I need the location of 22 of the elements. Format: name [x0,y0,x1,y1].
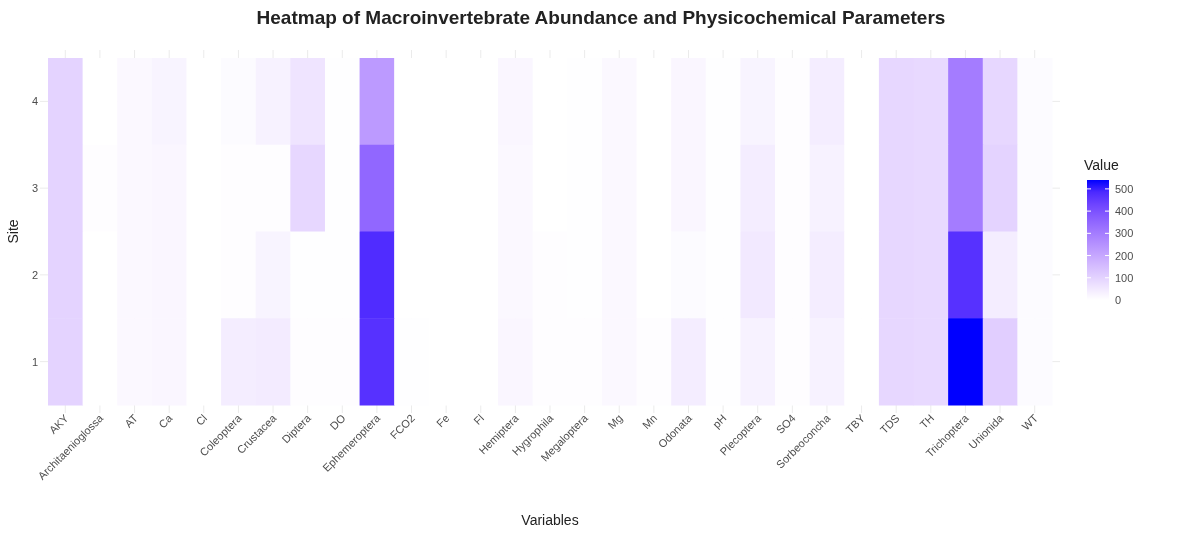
chart-title: Heatmap of Macroinvertebrate Abundance and Physicochemical Parameters [256,7,946,28]
y-tick-label: 4 [31,95,38,108]
color-bar-label: 400 [1115,205,1134,218]
x-tick-label: TBY [843,411,868,436]
color-bar-label: 0 [1115,294,1122,306]
x-tick-label: AT [122,411,141,430]
color-bar-label: 100 [1115,271,1134,284]
x-tick-label: Ca [156,411,176,431]
x-tick-label: Mn [639,411,660,432]
y-tick-label: 2 [31,268,38,281]
color-bar-label: 300 [1115,227,1134,240]
legend-title: Value [1084,157,1119,173]
y-tick-label: 1 [31,355,38,368]
y-axis-title: Site [5,219,21,244]
color-bar-label: 500 [1115,182,1134,195]
x-tick-label: WT [1019,411,1041,433]
x-tick-label: TDS [877,411,902,436]
x-tick-label: Mg [605,411,625,432]
x-tick-label: Fe [433,411,452,430]
x-axis-title: Variables [521,512,579,528]
y-tick-label: 3 [31,182,38,195]
color-bar-label: 200 [1115,249,1134,262]
